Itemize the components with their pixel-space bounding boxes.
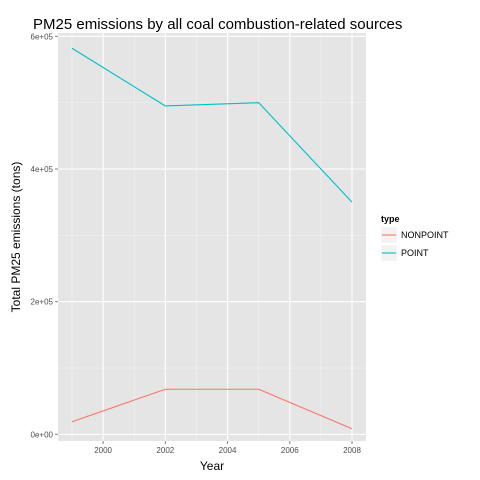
- x-tick-label: 2004: [219, 446, 237, 455]
- series-line-nonpoint: [71, 388, 353, 430]
- y-tick-label: 6e+05: [31, 32, 54, 41]
- legend: type NONPOINT POINT: [380, 214, 449, 262]
- legend-label-point: POINT: [401, 248, 429, 258]
- x-tick-label: 2002: [156, 446, 174, 455]
- x-tick-label: 2008: [343, 446, 361, 455]
- x-axis-title: Year: [200, 459, 224, 473]
- y-tick-label: 4e+05: [31, 165, 54, 174]
- series-line-point: [71, 47, 353, 203]
- x-tick-label: 2000: [94, 446, 112, 455]
- y-axis-title: Total PM25 emissions (tons): [9, 162, 23, 313]
- y-tick-label: 2e+05: [31, 298, 54, 307]
- axis-ticks: 2000 2002 2004 2006 2008 0e+00 2e+05 4e+05 6e+05: [31, 32, 362, 455]
- axis-titles: Year Total PM25 emissions (tons): [9, 162, 224, 473]
- legend-label-nonpoint: NONPOINT: [401, 230, 449, 240]
- data-lines: [71, 47, 353, 430]
- plot-background: [58, 33, 366, 441]
- chart-title: PM25 emissions by all coal combustion-re…: [33, 16, 402, 33]
- grid-lines: [58, 33, 366, 441]
- x-tick-label: 2006: [281, 446, 299, 455]
- y-tick-label: 0e+00: [31, 430, 54, 439]
- legend-title: type: [381, 214, 400, 224]
